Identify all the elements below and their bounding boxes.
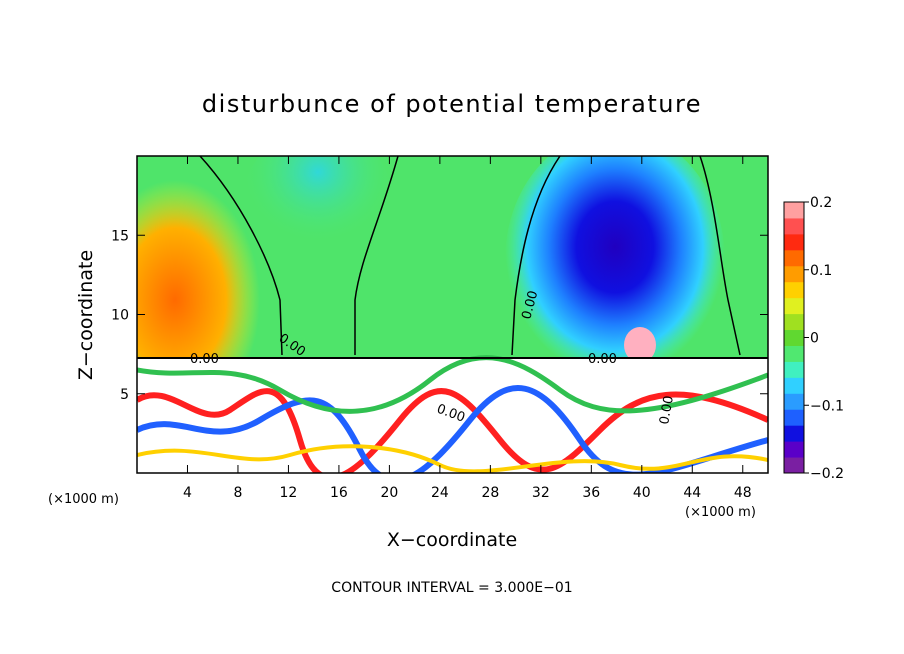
x-tick-label: 16 bbox=[330, 485, 348, 501]
colorbar-swatch bbox=[784, 233, 804, 251]
colorbar-swatch bbox=[784, 329, 804, 346]
colorbar-swatch bbox=[784, 425, 804, 442]
x-tick-label: 28 bbox=[481, 485, 499, 501]
contour-label: 0.00 bbox=[519, 289, 541, 321]
x-axis: 4 8 12 16 20 24 28 32 36 40 44 48 bbox=[183, 156, 752, 501]
colorbar-ticks: 0.2 0.1 0 −0.1 −0.2 bbox=[804, 195, 844, 482]
contour-label: 0.00 bbox=[190, 352, 219, 367]
x-tick-label: 24 bbox=[431, 485, 449, 501]
x-unit-right: (×1000 m) bbox=[685, 505, 756, 520]
colorbar-tick-label: −0.2 bbox=[810, 466, 844, 482]
colorbar-swatch bbox=[784, 217, 804, 235]
colorbar-tick-label: 0.2 bbox=[810, 195, 832, 211]
x-tick-label: 40 bbox=[633, 485, 651, 501]
colorbar bbox=[783, 201, 805, 474]
x-axis-label: X−coordinate bbox=[387, 529, 517, 551]
x-tick-label: 4 bbox=[183, 485, 192, 501]
lower-layer-band bbox=[137, 388, 768, 473]
x-tick-label: 20 bbox=[380, 485, 398, 501]
colorbar-swatch bbox=[784, 249, 804, 267]
x-tick-label: 36 bbox=[582, 485, 600, 501]
colorbar-swatch bbox=[784, 281, 804, 299]
x-tick-label: 8 bbox=[233, 485, 242, 501]
zero-contour bbox=[199, 156, 283, 356]
x-tick-label: 12 bbox=[280, 485, 298, 501]
colorbar-swatch bbox=[784, 361, 804, 378]
contour-label: 0.00 bbox=[588, 352, 617, 367]
colorbar-tick-label: −0.1 bbox=[810, 398, 844, 414]
contour-label: 0.00 bbox=[657, 395, 677, 426]
plot-area bbox=[137, 156, 768, 473]
y-axis: 5 10 15 bbox=[111, 228, 768, 403]
colorbar-swatch bbox=[784, 409, 804, 426]
y-tick-label: 5 bbox=[120, 387, 129, 403]
cold-anomaly-right bbox=[505, 156, 725, 390]
x-tick-label: 44 bbox=[683, 485, 701, 501]
colorbar-swatch bbox=[784, 457, 804, 474]
lower-layer-band bbox=[137, 355, 768, 414]
zero-contour bbox=[354, 156, 399, 355]
zero-contour bbox=[511, 156, 561, 356]
cool-column-center bbox=[243, 156, 393, 270]
x-tick-label: 48 bbox=[734, 485, 752, 501]
colorbar-swatch bbox=[784, 313, 804, 331]
lower-layer-band bbox=[137, 385, 768, 473]
chart-title: disturbunce of potential temperature bbox=[202, 90, 702, 118]
colorbar-tick-label: 0 bbox=[810, 331, 819, 347]
colorbar-swatch bbox=[784, 441, 804, 458]
colorbar-swatch bbox=[784, 393, 804, 410]
x-unit-left: (×1000 m) bbox=[48, 492, 119, 507]
y-tick-label: 15 bbox=[111, 228, 129, 244]
zero-contour bbox=[699, 156, 741, 356]
colorbar-swatch bbox=[784, 297, 804, 315]
contour-interval: CONTOUR INTERVAL = 3.000E−01 bbox=[331, 580, 572, 596]
x-tick-label: 32 bbox=[532, 485, 550, 501]
colorbar-tick-label: 0.1 bbox=[810, 263, 832, 279]
y-tick-label: 10 bbox=[111, 308, 129, 324]
warm-spot-right bbox=[624, 327, 656, 363]
y-axis-label: Z−coordinate bbox=[75, 250, 97, 380]
colorbar-swatch bbox=[784, 377, 804, 394]
colorbar-swatch bbox=[784, 345, 804, 362]
colorbar-swatch bbox=[784, 202, 804, 219]
colorbar-swatch bbox=[784, 265, 804, 283]
